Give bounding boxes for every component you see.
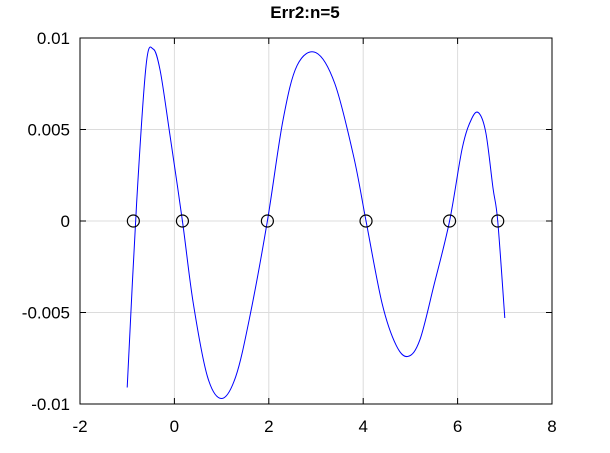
y-axis: -0.01 -0.005 0 0.005 0.01 xyxy=(22,29,552,414)
root-marker xyxy=(491,214,505,228)
x-tick-label: 6 xyxy=(453,417,462,436)
error-curve xyxy=(126,46,506,400)
x-axis: -2 0 2 4 6 8 xyxy=(72,38,557,436)
y-tick-label: -0.01 xyxy=(31,395,70,414)
y-tick-label: 0.01 xyxy=(37,29,70,48)
chart-title: Err2:n=5 xyxy=(270,3,339,22)
x-tick-label: -2 xyxy=(72,417,87,436)
plot-area xyxy=(126,46,506,400)
root-marker xyxy=(260,214,274,228)
root-marker xyxy=(442,214,457,228)
y-tick-label: 0.005 xyxy=(27,121,70,140)
grid xyxy=(80,38,552,404)
x-tick-label: 2 xyxy=(264,417,273,436)
y-tick-label: -0.005 xyxy=(22,304,70,323)
root-marker xyxy=(175,214,190,228)
x-tick-label: 4 xyxy=(358,417,367,436)
root-markers xyxy=(126,214,505,228)
root-marker xyxy=(359,214,373,228)
y-tick-label: 0 xyxy=(61,212,70,231)
root-marker xyxy=(126,214,140,228)
x-tick-label: 0 xyxy=(170,417,179,436)
x-tick-label: 8 xyxy=(547,417,556,436)
